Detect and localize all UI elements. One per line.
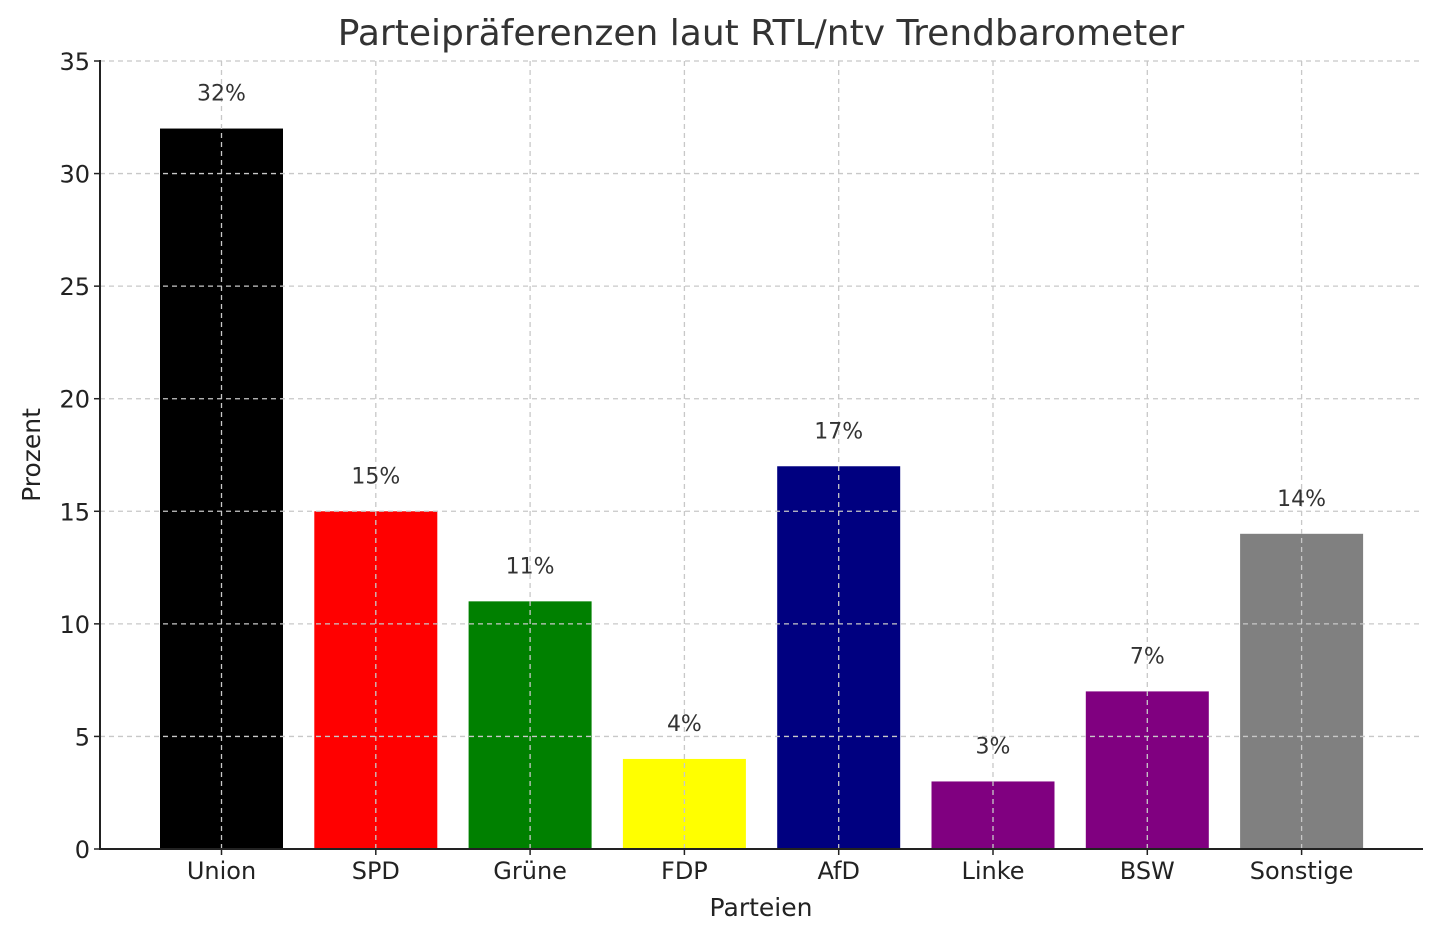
y-tick-label: 5 [75, 723, 90, 751]
value-label: 15% [351, 464, 400, 489]
y-axis-label: Prozent [17, 408, 46, 502]
x-tick-label: Union [187, 857, 256, 885]
y-tick-label: 25 [59, 273, 90, 301]
x-axis-label: Parteien [710, 893, 813, 922]
bars-group [160, 128, 1364, 850]
bar-spd [314, 511, 438, 849]
y-tick-label: 35 [59, 48, 90, 76]
x-tick-label: AfD [817, 857, 860, 885]
x-axis: Union SPD Grüne FDP AfD Linke BSW Sonstige [99, 848, 1423, 885]
value-label: 3% [976, 734, 1011, 759]
value-label: 11% [506, 554, 555, 579]
value-label: 14% [1277, 487, 1326, 512]
y-tick-label: 30 [59, 161, 90, 189]
x-tick-label: Sonstige [1250, 857, 1354, 885]
x-tick-label: Linke [961, 857, 1024, 885]
x-tick-label: Grüne [493, 857, 567, 885]
value-labels: 32% 15% 11% 4% 17% 3% 7% 14% [197, 82, 1326, 760]
value-label: 32% [197, 82, 246, 107]
value-label: 17% [814, 419, 863, 444]
gridlines [100, 60, 1423, 849]
x-tick-label: BSW [1120, 857, 1175, 885]
y-tick-label: 20 [59, 386, 90, 414]
bar-grüne [468, 601, 592, 849]
y-tick-label: 15 [59, 498, 90, 526]
value-label: 7% [1130, 644, 1165, 669]
x-tick-label: FDP [661, 857, 708, 885]
value-label: 4% [667, 712, 702, 737]
chart-title: Parteipräferenzen laut RTL/ntv Trendbaro… [338, 13, 1185, 54]
x-tick-label: SPD [352, 857, 400, 885]
y-tick-label: 10 [59, 611, 90, 639]
y-tick-label: 0 [75, 836, 90, 864]
bar-bsw [1085, 691, 1209, 849]
y-axis: 0 5 10 15 20 25 30 35 [59, 48, 101, 864]
